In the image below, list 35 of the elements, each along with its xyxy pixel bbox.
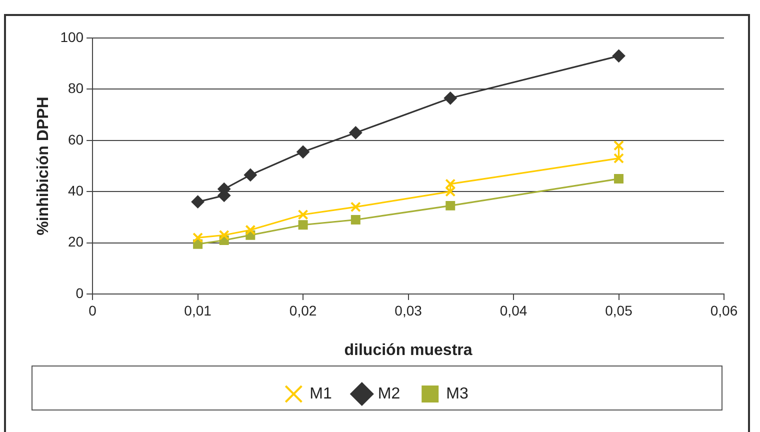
x-tick-label: 0,01 <box>184 302 212 318</box>
y-tick-label: 80 <box>68 80 84 96</box>
point <box>296 145 310 158</box>
x-tick-label: 0,03 <box>394 302 422 318</box>
point <box>612 49 626 62</box>
y-tick-label: 60 <box>68 131 84 148</box>
point <box>218 230 230 240</box>
x-tick-label: 0,02 <box>289 302 317 318</box>
point <box>614 174 624 184</box>
point <box>298 220 308 230</box>
point <box>446 200 456 210</box>
x-tick-label: 0 <box>88 302 97 318</box>
point <box>191 195 204 208</box>
y-axis-title: %inhibición DPPH <box>35 96 52 236</box>
legend-label: M1 <box>310 385 332 402</box>
point <box>244 168 257 182</box>
point <box>444 92 457 105</box>
point <box>349 126 362 140</box>
legend-label: M3 <box>446 385 468 402</box>
point <box>245 224 256 236</box>
y-tick-label: 40 <box>68 182 84 198</box>
x-tick-label: 0,06 <box>710 302 738 318</box>
point <box>298 209 308 220</box>
point <box>192 232 204 243</box>
x-tick-label: 0,05 <box>605 302 633 318</box>
point <box>614 140 624 151</box>
y-tick-label: 20 <box>68 234 84 250</box>
y-tick-label: 100 <box>60 28 84 45</box>
point <box>350 202 361 212</box>
y-tick-label: 0 <box>76 284 84 301</box>
point <box>614 153 624 164</box>
x-tick-label: 0,04 <box>500 302 528 318</box>
x-axis-title: dilución muestra <box>344 342 472 359</box>
legend-label: M2 <box>378 385 400 402</box>
point <box>350 215 360 225</box>
